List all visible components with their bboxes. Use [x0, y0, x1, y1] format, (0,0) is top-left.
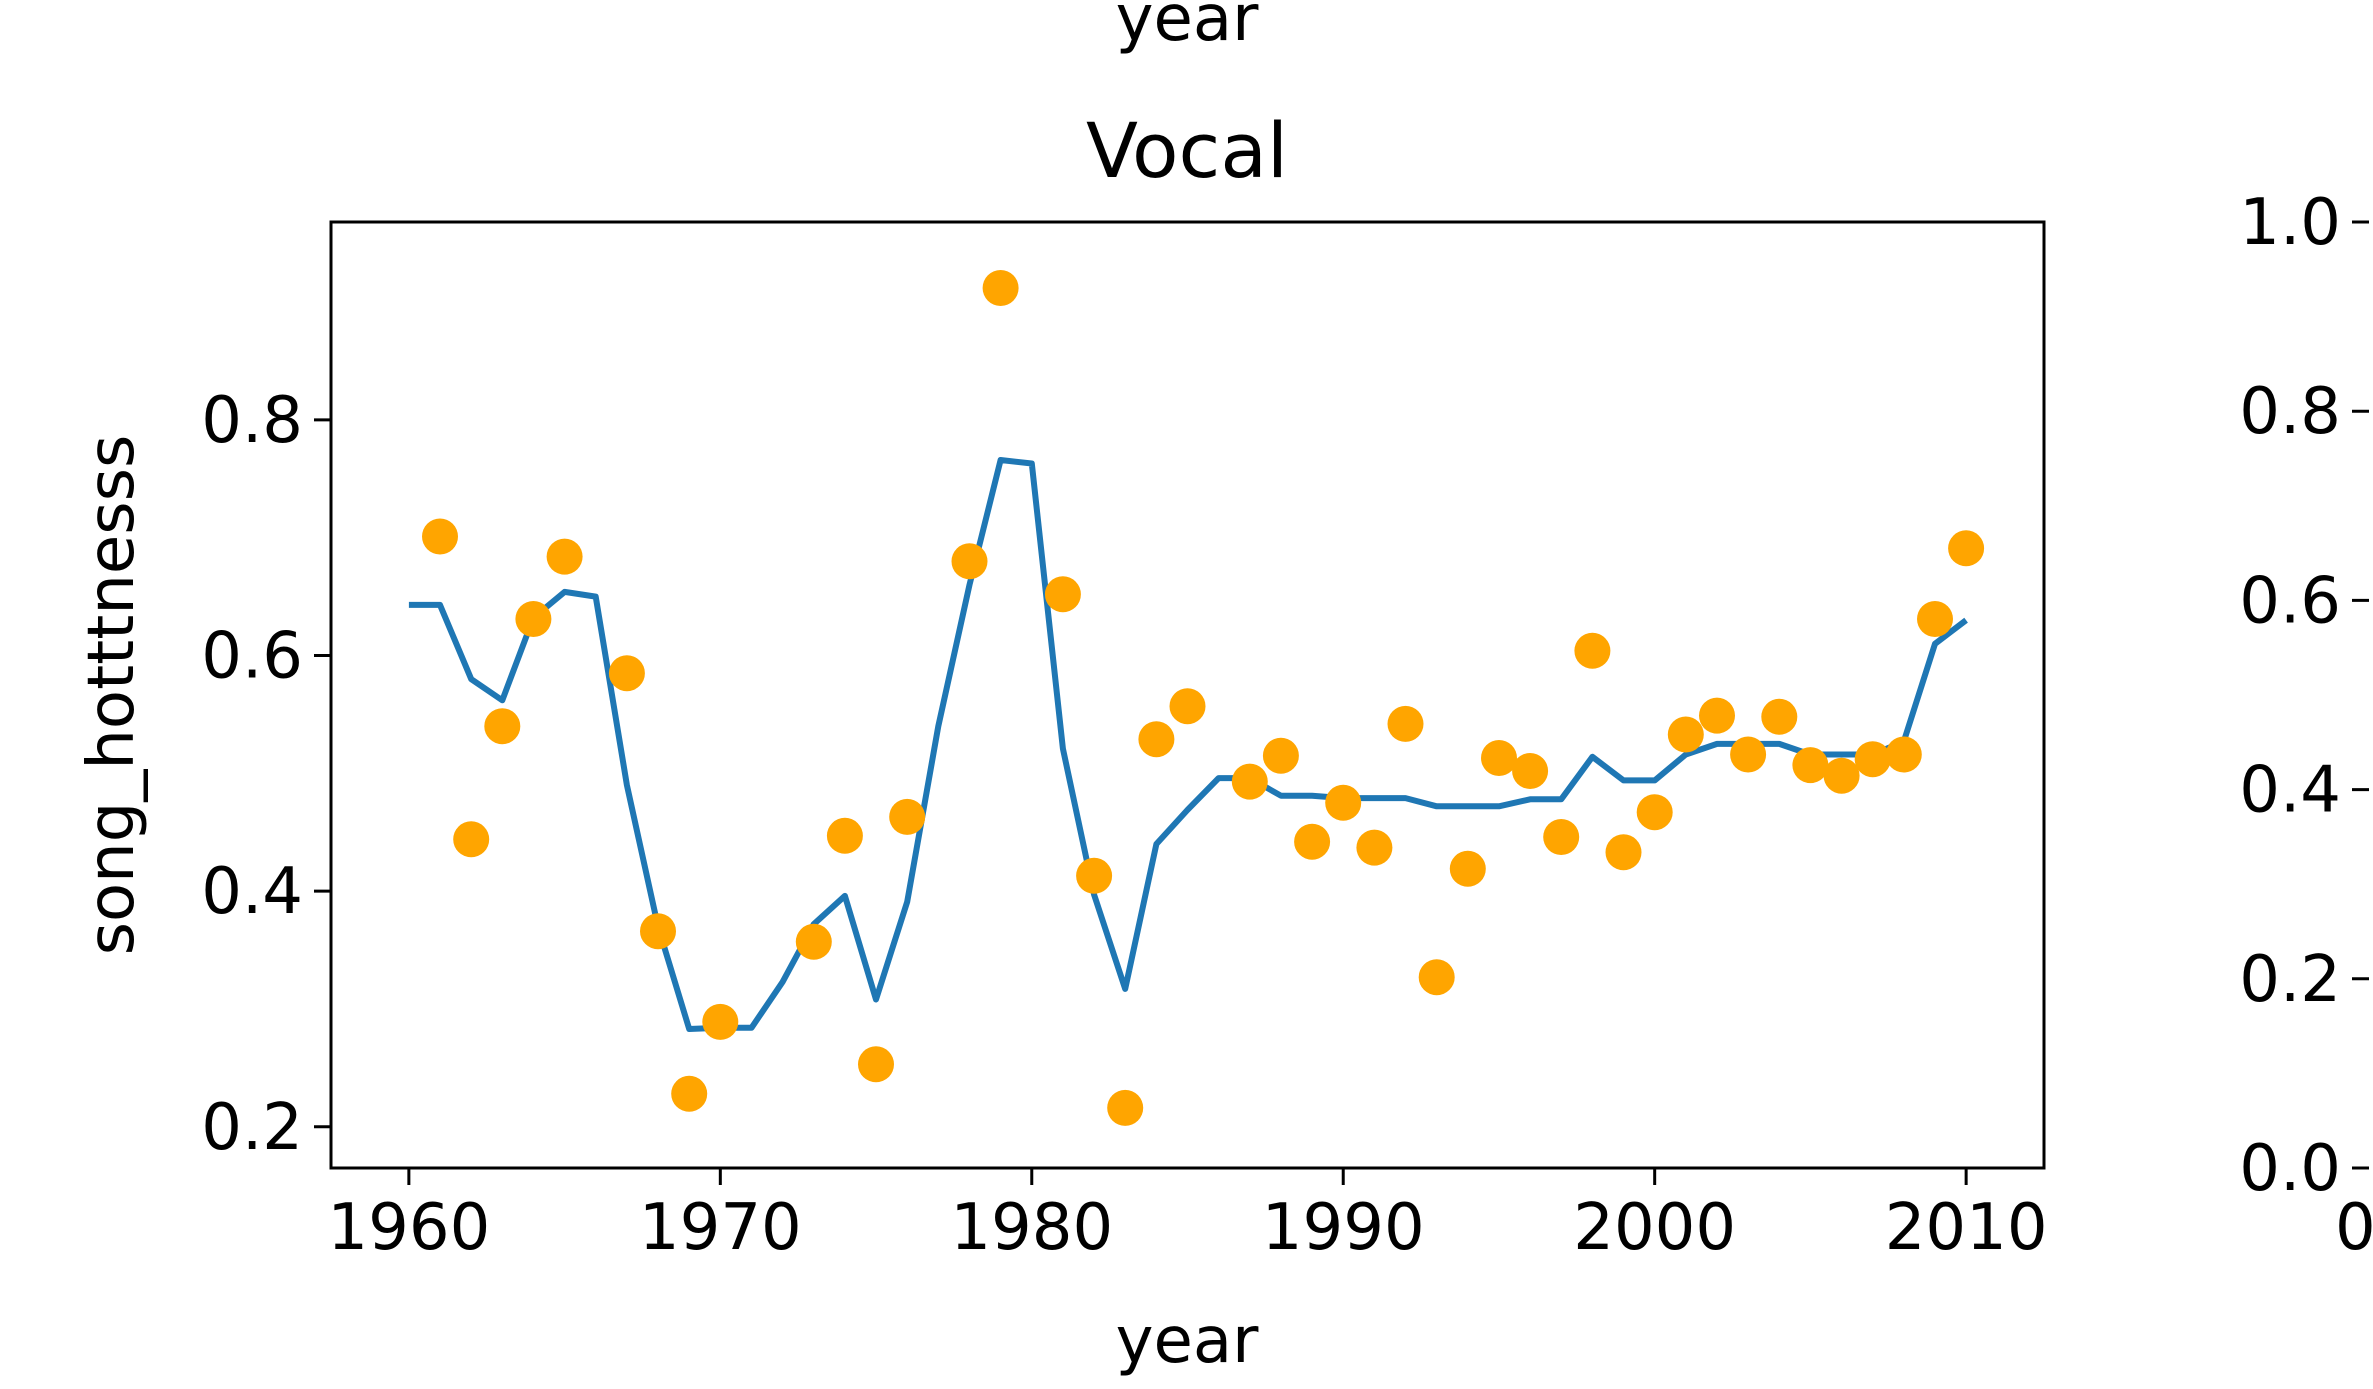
scatter-point	[1138, 721, 1175, 758]
x-tick-label: 1990	[1262, 1191, 1425, 1265]
scatter-point	[422, 518, 458, 555]
scatter-point	[1356, 829, 1393, 866]
scatter-point	[1917, 601, 1953, 637]
scatter-point	[1169, 688, 1206, 725]
scatter-point	[951, 543, 988, 580]
scatter-points	[422, 270, 1985, 1126]
scatter-point	[1885, 736, 1922, 773]
scatter-point	[1761, 698, 1798, 735]
y-tick-label: 0.2	[201, 1091, 303, 1165]
partial-y-tick-label: 0.6	[2239, 564, 2341, 638]
scatter-point	[1636, 794, 1673, 831]
x-axis-label: year	[1116, 1304, 1259, 1378]
trend-line-path	[408, 457, 1968, 1032]
x-tick-label: 1970	[639, 1191, 802, 1265]
scatter-point	[889, 798, 926, 835]
scatter-point	[1387, 705, 1424, 742]
scatter-point	[1107, 1089, 1144, 1126]
trend-line	[408, 457, 1968, 1032]
chart-ticks: 1960 1970 1980 1990 2000 2010 0.2 0.4 0.6 0.8	[201, 384, 2047, 1265]
scatter-point	[546, 538, 583, 575]
scatter-point	[1449, 850, 1486, 887]
scatter-point	[1854, 741, 1891, 778]
y-tick-label: 0.4	[201, 855, 303, 929]
scatter-point	[1325, 784, 1362, 821]
partial-chart-ticks: 0.0 0.2 0.4 0.6 0.8 1.0 0	[2239, 186, 2373, 1265]
scatter-point	[453, 821, 490, 858]
scatter-point	[1948, 530, 1985, 567]
partial-y-tick-label: 1.0	[2239, 186, 2341, 260]
plot-frame	[329, 220, 2046, 1170]
y-tick-label: 0.6	[201, 620, 303, 694]
top-fragment-xlabel: year	[1116, 0, 1259, 56]
scatter-point	[1076, 857, 1113, 894]
scatter-point	[1730, 736, 1767, 773]
scatter-point	[1481, 740, 1517, 776]
scatter-point	[1574, 632, 1611, 669]
scatter-point	[515, 601, 552, 637]
y-axis-label: song_hotttnesss	[75, 435, 149, 956]
scatter-point	[640, 913, 676, 950]
y-tick-label: 0.8	[201, 384, 303, 458]
partial-x-tick-label: 0	[2335, 1191, 2373, 1265]
partial-y-tick-label: 0.2	[2239, 943, 2341, 1017]
scatter-point	[1543, 819, 1580, 855]
scatter-point	[702, 1003, 739, 1040]
partial-y-tick-label: 0.0	[2239, 1132, 2341, 1206]
scatter-point	[1044, 576, 1081, 613]
vocal-chart: Vocal 1960 1970 1980 1990 2000 2010 0.2 0.4 0.6 0…	[75, 106, 2048, 1378]
partial-y-tick-label: 0.8	[2239, 375, 2341, 449]
scatter-point	[671, 1075, 708, 1112]
x-tick-label: 1980	[950, 1191, 1113, 1265]
scatter-point	[1294, 823, 1331, 860]
partial-y-tick-label: 0.4	[2239, 754, 2341, 828]
scatter-point	[1512, 753, 1549, 789]
scatter-point	[1262, 737, 1299, 774]
scatter-point	[795, 923, 832, 960]
chart-title: Vocal	[1086, 106, 1288, 195]
scatter-point	[1823, 757, 1860, 794]
scatter-point	[826, 817, 863, 854]
scatter-point	[1667, 716, 1704, 753]
scatter-point	[484, 708, 521, 745]
scatter-point	[1231, 763, 1268, 800]
scatter-point	[1792, 747, 1829, 784]
scatter-point	[1418, 959, 1455, 996]
x-tick-label: 2010	[1885, 1191, 2048, 1265]
scatter-point	[982, 270, 1019, 306]
scatter-point	[858, 1046, 894, 1083]
scatter-point	[1699, 697, 1735, 734]
x-tick-label: 1960	[327, 1191, 490, 1265]
scatter-point	[1605, 834, 1642, 871]
partial-chart-right: 0.0 0.2 0.4 0.6 0.8 1.0 0	[2239, 186, 2373, 1265]
x-tick-label: 2000	[1573, 1191, 1736, 1265]
scatter-point	[608, 655, 645, 692]
